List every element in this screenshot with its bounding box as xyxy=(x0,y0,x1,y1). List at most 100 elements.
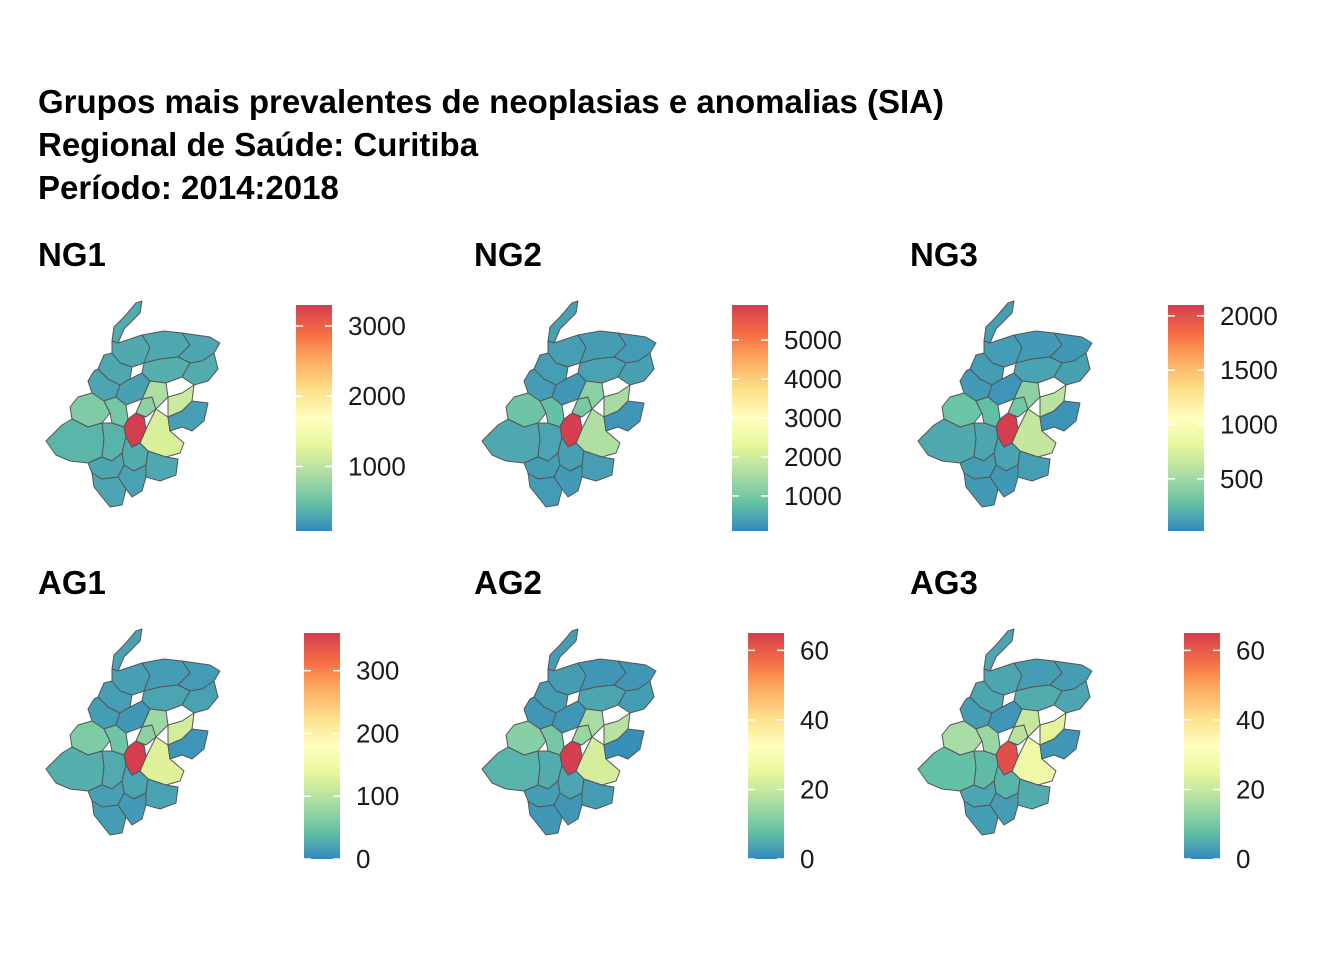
municipality-region xyxy=(1053,680,1091,714)
legend-tick-label: 4000 xyxy=(784,364,842,394)
color-legend: 1000 2000 3000 4000 5000 xyxy=(732,305,842,531)
panel-title: AG1 xyxy=(38,564,106,601)
municipality-region xyxy=(91,472,127,508)
legend-tick-label: 2000 xyxy=(1220,301,1278,331)
legend-tick-label: 3000 xyxy=(784,403,842,433)
municipality-region xyxy=(117,792,147,826)
municipality-region xyxy=(481,746,541,792)
municipality-region xyxy=(603,400,645,432)
municipality-region xyxy=(123,412,147,448)
map-panel-ng2: NG2 1000 2000 3000 4000 5000 xyxy=(474,235,904,555)
municipality-region xyxy=(527,472,563,508)
choropleth-map xyxy=(481,300,657,508)
legend-colorbar xyxy=(296,305,332,531)
municipality-region xyxy=(987,700,1023,734)
municipality-region xyxy=(617,680,655,714)
title-line-2: Regional de Saúde: Curitiba xyxy=(38,126,479,163)
legend-tick-label: 60 xyxy=(800,635,829,665)
map-panel-ag2: AG2 0 20 40 60 xyxy=(474,563,904,883)
map-panel-ng1: NG1 1000 2000 3000 xyxy=(38,235,468,555)
municipality-region xyxy=(553,792,583,826)
legend-colorbar xyxy=(1168,305,1204,531)
title-line-1: Grupos mais prevalentes de neoplasias e … xyxy=(38,83,945,120)
municipality-region xyxy=(1039,728,1081,760)
legend-tick-label: 0 xyxy=(800,844,814,873)
municipality-region xyxy=(167,400,209,432)
municipality-region xyxy=(989,792,1019,826)
municipality-region xyxy=(581,778,615,810)
color-legend: 0 100 200 300 xyxy=(304,633,399,873)
municipality-region xyxy=(551,700,587,734)
legend-tick-label: 5000 xyxy=(784,325,842,355)
municipality-region xyxy=(917,418,977,464)
municipality-region xyxy=(481,418,541,464)
municipality-region xyxy=(963,800,999,836)
municipality-region xyxy=(181,680,219,714)
municipality-region xyxy=(181,352,219,386)
municipality-region xyxy=(115,372,151,406)
figure-title: Grupos mais prevalentes de neoplasias e … xyxy=(38,80,944,209)
municipality-region xyxy=(111,628,143,672)
municipality-region xyxy=(547,300,579,344)
choropleth-map xyxy=(917,628,1093,836)
municipality-region xyxy=(983,300,1015,344)
municipality-region xyxy=(989,464,1019,498)
map-panel-ag1: AG1 0 100 200 300 xyxy=(38,563,468,883)
panel-title: AG2 xyxy=(474,564,542,601)
municipality-region xyxy=(145,778,179,810)
municipality-region xyxy=(995,412,1019,448)
legend-tick-label: 200 xyxy=(356,718,399,748)
panel-title: NG2 xyxy=(474,236,542,273)
legend-tick-label: 0 xyxy=(356,844,370,873)
municipality-region xyxy=(45,418,105,464)
municipality-region xyxy=(1017,778,1051,810)
legend-tick-label: 0 xyxy=(1236,844,1250,873)
legend-tick-label: 500 xyxy=(1220,464,1263,494)
municipality-region xyxy=(603,728,645,760)
color-legend: 500 1000 1500 2000 xyxy=(1168,301,1278,531)
legend-tick-label: 100 xyxy=(356,781,399,811)
municipality-region xyxy=(551,372,587,406)
legend-tick-label: 2000 xyxy=(784,442,842,472)
choropleth-map xyxy=(917,300,1093,508)
municipality-region xyxy=(987,372,1023,406)
municipality-region xyxy=(115,700,151,734)
municipality-region xyxy=(917,746,977,792)
title-line-3: Período: 2014:2018 xyxy=(38,169,339,206)
legend-tick-label: 1000 xyxy=(784,481,842,511)
legend-tick-label: 60 xyxy=(1236,635,1265,665)
map-panel-ag3: AG3 0 20 40 60 xyxy=(910,563,1340,883)
legend-tick-label: 1000 xyxy=(1220,410,1278,440)
legend-tick-label: 2000 xyxy=(348,381,406,411)
choropleth-map xyxy=(481,628,657,836)
color-legend: 1000 2000 3000 xyxy=(296,305,406,531)
legend-tick-label: 20 xyxy=(1236,774,1265,804)
municipality-region xyxy=(559,740,583,776)
panel-title: NG3 xyxy=(910,236,978,273)
municipality-region xyxy=(553,464,583,498)
municipality-region xyxy=(111,300,143,344)
municipality-region xyxy=(45,746,105,792)
municipality-region xyxy=(559,412,583,448)
municipality-region xyxy=(617,352,655,386)
legend-colorbar xyxy=(304,633,340,859)
panel-title: NG1 xyxy=(38,236,106,273)
legend-tick-label: 1500 xyxy=(1220,355,1278,385)
color-legend: 0 20 40 60 xyxy=(748,633,829,873)
legend-colorbar xyxy=(748,633,784,859)
municipality-region xyxy=(547,628,579,672)
municipality-region xyxy=(167,728,209,760)
municipality-region xyxy=(983,628,1015,672)
choropleth-map xyxy=(45,628,221,836)
legend-tick-label: 40 xyxy=(1236,705,1265,735)
legend-tick-label: 40 xyxy=(800,705,829,735)
map-panel-ng3: NG3 500 1000 1500 2000 xyxy=(910,235,1340,555)
choropleth-map xyxy=(45,300,221,508)
municipality-region xyxy=(1017,450,1051,482)
panel-title: AG3 xyxy=(910,564,978,601)
municipality-region xyxy=(145,450,179,482)
municipality-region xyxy=(91,800,127,836)
municipality-region xyxy=(123,740,147,776)
municipality-region xyxy=(1053,352,1091,386)
legend-tick-label: 1000 xyxy=(348,451,406,481)
